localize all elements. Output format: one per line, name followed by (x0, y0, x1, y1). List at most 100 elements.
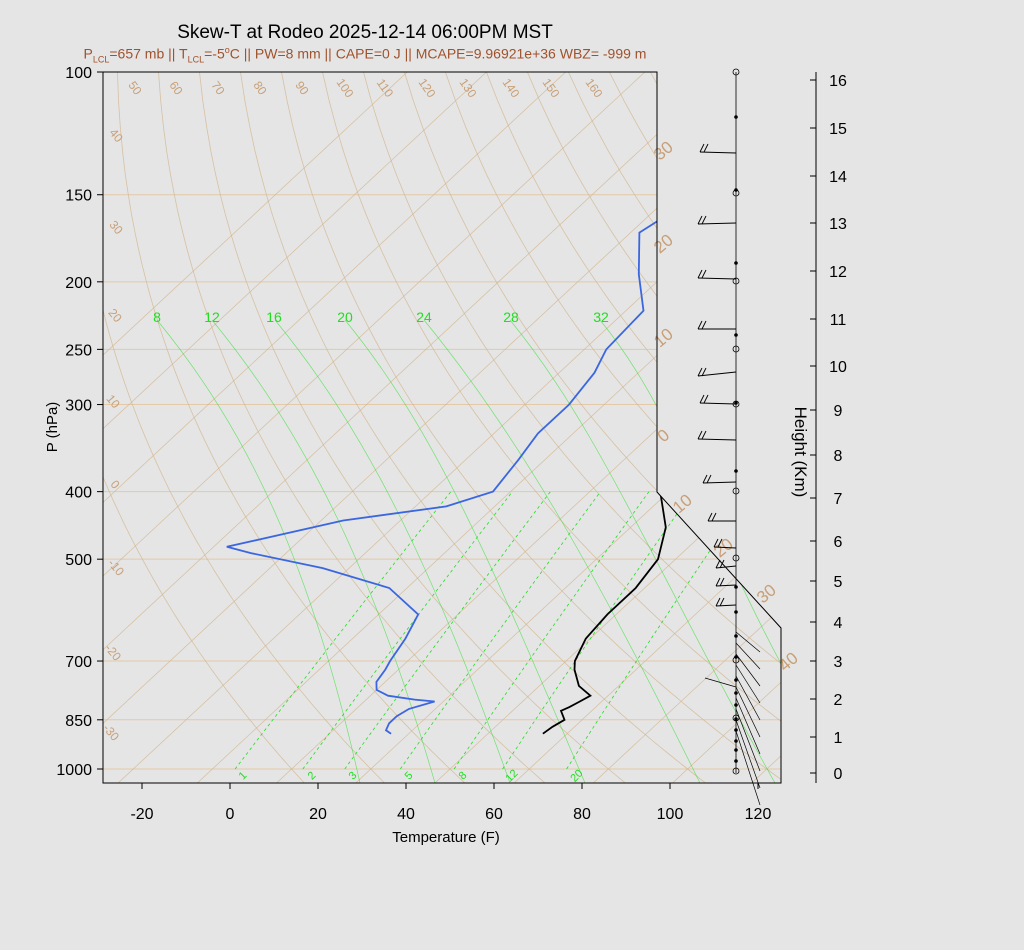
dry-adiabat-line (395, 72, 781, 783)
height-tick-label: 14 (829, 169, 847, 186)
wind-barb-feather (701, 430, 707, 440)
t-lcl-value: =-5 (204, 45, 225, 62)
wind-barb-feather (703, 394, 709, 404)
pressure-tick-label: 1000 (56, 762, 92, 779)
pressure-tick-label: 100 (65, 65, 92, 82)
dry-adiabat-line (156, 72, 547, 783)
wind-barb (735, 653, 761, 687)
dry-adiabat-label: 50 (125, 79, 144, 98)
wind-barb-feather (701, 215, 707, 225)
wind-level-dot (734, 469, 738, 473)
height-tick-label: 8 (834, 448, 843, 465)
wind-barb (697, 222, 737, 225)
wind-barb-feather (706, 474, 712, 484)
wind-barb-feather (711, 512, 717, 522)
dry-adiabat-label: 70 (208, 79, 227, 98)
isotherm-line (103, 72, 680, 783)
dry-adiabat-line (103, 72, 306, 783)
isotherm-label: 30 (753, 580, 780, 607)
p-lcl-label: P (83, 45, 93, 62)
wind-level-circle (732, 345, 740, 353)
wind-level-circle (732, 656, 740, 664)
height-tick-label: 10 (829, 359, 847, 376)
temperature-tick-label: 60 (485, 806, 503, 823)
height-tick-label: 11 (830, 312, 847, 329)
moist-adiabat-line (509, 319, 776, 783)
dry-adiabat-line (713, 72, 781, 783)
isotherm-label: 30 (650, 137, 677, 164)
dry-adiabat-label: 150 (540, 76, 563, 101)
mixing-ratio-line (502, 491, 693, 770)
wind-barb-feather (702, 474, 708, 484)
height-tick-label: 4 (834, 615, 843, 632)
moist-adiabat-line (211, 319, 436, 783)
wind-barb-feather (715, 597, 721, 607)
mixing-ratio-label: 8 (457, 770, 470, 783)
pressure-tick-label: 400 (65, 485, 92, 502)
wind-barb-feather (713, 538, 719, 548)
wind-barb-feather (703, 143, 709, 153)
x-axis-label: Temperature (F) (392, 829, 500, 846)
wind-barb (697, 371, 737, 377)
mixing-ratio-label: 2 (306, 770, 319, 783)
isotherm-label: 10 (650, 324, 677, 351)
wet-adiabat-label: 16 (266, 309, 282, 325)
wind-barb-feather (697, 215, 703, 225)
isotherm-line (117, 72, 781, 783)
height-tick-label: 7 (834, 491, 843, 508)
wind-barb-feather (715, 577, 721, 587)
temperature-tick-label: 20 (309, 806, 327, 823)
y-axis-label: P (hPa) (44, 402, 61, 453)
isotherm-line (354, 72, 781, 783)
isotherm-line (103, 72, 522, 783)
dry-adiabat-line (116, 72, 466, 783)
wind-barb (699, 151, 737, 154)
height-axis-label: Height (Km) (791, 407, 810, 498)
wind-barb (715, 584, 737, 587)
wind-level-dot (734, 748, 738, 752)
wind-level-circle (732, 487, 740, 495)
wind-level-dot (734, 634, 738, 638)
height-tick-label: 2 (834, 692, 843, 709)
height-tick-label: 0 (834, 766, 843, 783)
wind-level-circle (732, 554, 740, 562)
dry-adiabat-label: 120 (416, 76, 439, 101)
chart-subtitle: PLCL=657 mb || TLCL=-5oC || PW=8 mm || C… (0, 45, 730, 64)
isotherm-label: 10 (669, 490, 696, 517)
wind-level-circle (732, 767, 740, 775)
height-tick-label: 6 (834, 534, 843, 551)
wind-barb-feather (701, 367, 707, 377)
temperature-tick-label: 100 (657, 806, 684, 823)
dry-adiabat-label: 60 (166, 79, 185, 98)
dry-adiabat-line (103, 72, 386, 783)
moist-adiabat-line (423, 319, 701, 783)
isotherm-line (671, 72, 781, 783)
wind-barb (715, 565, 737, 569)
wind-level-circle (732, 189, 740, 197)
dry-adiabat-line (673, 72, 781, 783)
wind-barb (697, 277, 737, 280)
p-lcl-value: =657 mb || (109, 45, 180, 62)
wind-barb (735, 719, 761, 789)
isotherm-label: 20 (650, 230, 677, 257)
wind-barb-feather (719, 577, 725, 587)
mixing-ratio-line (234, 491, 452, 770)
wind-level-circle (732, 277, 740, 285)
dry-adiabat-label: 30 (106, 218, 126, 237)
wind-level-dot (734, 333, 738, 337)
mixing-ratio-label: 1 (237, 770, 250, 783)
wind-barb (702, 481, 737, 484)
wind-barb-feather (699, 394, 705, 404)
wind-level-dot (734, 717, 738, 721)
p-lcl-sub: LCL (92, 54, 110, 65)
wind-barb-feather (701, 320, 707, 330)
temperature-tick-label: 80 (573, 806, 591, 823)
isotherm-line (433, 72, 781, 783)
wind-level-dot (734, 261, 738, 265)
wet-adiabat-label: 12 (204, 309, 220, 325)
mixing-ratio-label: 5 (403, 770, 416, 783)
dry-adiabat-label: 160 (583, 76, 606, 101)
wind-level-dot (734, 728, 738, 732)
height-tick-label: 1 (834, 730, 843, 747)
dry-adiabat-label: 40 (106, 126, 126, 145)
